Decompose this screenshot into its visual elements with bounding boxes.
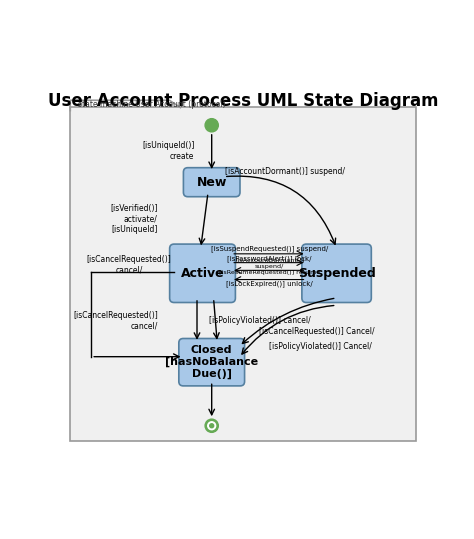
FancyBboxPatch shape <box>70 107 416 441</box>
Text: User Account Process UML State Diagram: User Account Process UML State Diagram <box>48 92 438 109</box>
Text: New: New <box>197 176 227 189</box>
Text: state machine User Account (protocol): state machine User Account (protocol) <box>78 100 225 109</box>
Circle shape <box>205 119 219 132</box>
Text: [isVerified()]
activate/
[isUniqueId]: [isVerified()] activate/ [isUniqueId] <box>110 204 158 234</box>
Circle shape <box>210 424 214 428</box>
Text: [isUniqueId()]
create: [isUniqueId()] create <box>142 141 194 161</box>
Text: [isCancelRequested()] Cancel/: [isCancelRequested()] Cancel/ <box>259 327 374 336</box>
Text: [isPolicyViolated()] cancel/: [isPolicyViolated()] cancel/ <box>209 316 310 325</box>
FancyBboxPatch shape <box>302 244 371 302</box>
Text: Active: Active <box>181 267 224 280</box>
Text: [isCancelRequested()]
cancel/: [isCancelRequested()] cancel/ <box>73 311 158 330</box>
FancyBboxPatch shape <box>170 244 236 302</box>
Text: [isPasswordAlert()] lock/: [isPasswordAlert()] lock/ <box>228 255 312 261</box>
Circle shape <box>205 419 219 432</box>
Text: [isSuspendRequested()] suspend/: [isSuspendRequested()] suspend/ <box>211 246 328 252</box>
Text: Closed
[hasNoBalance
Due()]: Closed [hasNoBalance Due()] <box>165 345 258 379</box>
Circle shape <box>208 422 216 430</box>
Text: [isAccountDormant()]
suspend/
[isResumeRequested()] resume: [isAccountDormant()] suspend/ [isResumeR… <box>219 258 320 274</box>
FancyBboxPatch shape <box>183 168 240 197</box>
FancyBboxPatch shape <box>179 338 245 386</box>
Text: Suspended: Suspended <box>298 267 375 280</box>
Text: [isAccountDormant()] suspend/: [isAccountDormant()] suspend/ <box>225 167 345 176</box>
Text: [isLockExpired()] unlock/: [isLockExpired()] unlock/ <box>227 281 313 287</box>
Text: [isCancelRequested()]
cancel/: [isCancelRequested()] cancel/ <box>87 255 172 274</box>
Text: [isPolicyViolated()] Cancel/: [isPolicyViolated()] Cancel/ <box>269 342 372 351</box>
